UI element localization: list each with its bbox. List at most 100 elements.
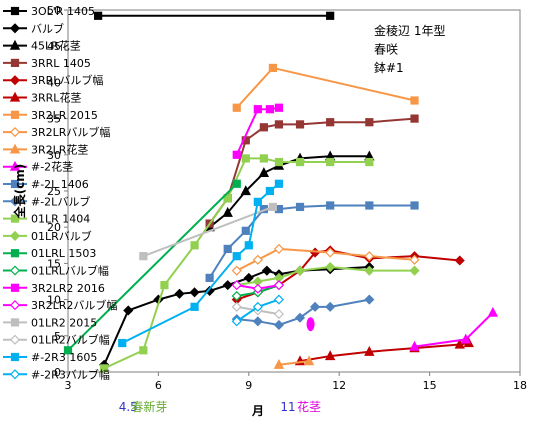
data-point bbox=[310, 301, 321, 312]
legend-entry: #-2Lバルブ bbox=[3, 194, 90, 208]
data-point bbox=[259, 154, 268, 163]
data-point bbox=[223, 244, 232, 254]
data-point bbox=[252, 301, 263, 312]
legend-entry: 3R2LR2 2016 bbox=[3, 282, 105, 295]
data-point bbox=[241, 154, 250, 163]
y-tick-label: 20 bbox=[47, 221, 61, 234]
series-line bbox=[278, 360, 310, 366]
data-point bbox=[454, 255, 465, 266]
data-point bbox=[274, 103, 284, 112]
series-group bbox=[139, 202, 278, 261]
data-point bbox=[139, 252, 148, 261]
legend-marker bbox=[9, 127, 21, 138]
data-point bbox=[409, 254, 420, 265]
data-point bbox=[258, 167, 270, 177]
legend-entry: 01LR2バルブ幅 bbox=[3, 333, 110, 347]
y-tick-label: 50 bbox=[47, 4, 61, 17]
legend-entry: 3RRL花茎 bbox=[3, 92, 81, 105]
data-point bbox=[232, 150, 241, 159]
legend-marker bbox=[9, 75, 21, 86]
series-group bbox=[273, 355, 315, 369]
data-point bbox=[174, 288, 185, 299]
data-point bbox=[63, 346, 73, 355]
data-point bbox=[252, 283, 263, 294]
data-point bbox=[364, 294, 375, 305]
plot-area bbox=[67, 9, 521, 373]
y-axis-label: 全長(cm) bbox=[12, 164, 27, 220]
data-point bbox=[232, 103, 241, 112]
data-point bbox=[410, 201, 419, 210]
data-point bbox=[261, 265, 272, 276]
series-group bbox=[409, 306, 499, 351]
data-point bbox=[160, 281, 169, 290]
data-point bbox=[231, 301, 242, 312]
legend-entry: #-2L 1406 bbox=[3, 178, 89, 191]
series-line bbox=[142, 205, 274, 258]
legend-entry: 01LRLバルブ幅 bbox=[3, 264, 109, 278]
data-point bbox=[273, 294, 284, 305]
legend-entry: #-2R3 1605 bbox=[3, 351, 97, 364]
data-point bbox=[365, 201, 374, 210]
data-point bbox=[231, 265, 242, 276]
data-point bbox=[409, 265, 420, 276]
legend-marker bbox=[10, 318, 20, 327]
data-point bbox=[295, 202, 305, 212]
data-point bbox=[118, 338, 127, 348]
x-tick-label: 15 bbox=[423, 379, 437, 392]
series-group bbox=[231, 243, 420, 276]
legend-marker bbox=[9, 369, 21, 380]
legend-entry: 3R2LR花茎 bbox=[3, 143, 88, 156]
legend-entry: #-2花茎 bbox=[3, 161, 73, 174]
data-point bbox=[410, 114, 419, 123]
data-point bbox=[190, 302, 199, 311]
legend-label: 01LR 1404 bbox=[31, 213, 90, 226]
legend-label: #-2R3 1605 bbox=[31, 351, 97, 364]
legend-label: 3R2LR 2015 bbox=[31, 109, 98, 122]
data-point bbox=[139, 346, 148, 355]
series-group bbox=[94, 11, 335, 20]
legend-marker bbox=[10, 6, 20, 16]
x-tick-label: 3 bbox=[65, 379, 72, 392]
data-point bbox=[252, 316, 263, 327]
data-point bbox=[123, 305, 134, 316]
data-point bbox=[244, 241, 253, 250]
chart-title-line: 金稜辺 1年型 bbox=[374, 23, 445, 38]
data-point bbox=[294, 265, 306, 276]
legend-label: 01LRL 1503 bbox=[31, 247, 96, 260]
legend-marker bbox=[9, 265, 21, 276]
data-point bbox=[204, 285, 215, 296]
data-point bbox=[265, 186, 274, 196]
data-point bbox=[295, 120, 305, 129]
data-point bbox=[94, 11, 103, 20]
data-point bbox=[241, 226, 250, 235]
legend-label: 01LRLバルブ幅 bbox=[31, 264, 109, 278]
series-line bbox=[209, 155, 370, 228]
series-line bbox=[67, 183, 238, 351]
series-group bbox=[231, 280, 284, 294]
data-point bbox=[265, 105, 274, 114]
data-point bbox=[325, 247, 336, 258]
data-point bbox=[364, 251, 375, 262]
legend-marker bbox=[10, 214, 20, 223]
data-point bbox=[274, 120, 284, 129]
legend-marker bbox=[9, 91, 21, 102]
data-point bbox=[460, 333, 471, 344]
legend-label: 3R2LR2 2016 bbox=[31, 282, 105, 295]
legend-entry: 45LR花茎 bbox=[3, 40, 81, 53]
legend-label: #-2L 1406 bbox=[31, 178, 89, 191]
legend-entry: 3RRL 1405 bbox=[3, 57, 91, 70]
legend: 3OL'R 1405 バルブ 45LR花茎 3RRL 1405 3RRLバルブ幅 3RRL… bbox=[3, 5, 117, 381]
data-point bbox=[231, 280, 242, 291]
legend-label: 3RRLバルブ幅 bbox=[31, 73, 103, 87]
legend-marker bbox=[9, 196, 21, 207]
data-point bbox=[252, 254, 263, 265]
flower-bud-mark bbox=[306, 317, 315, 332]
data-point bbox=[232, 252, 241, 261]
data-point bbox=[240, 185, 251, 196]
data-point bbox=[222, 280, 233, 291]
data-point bbox=[189, 287, 200, 298]
data-point bbox=[205, 273, 214, 282]
legend-label: 3RRL 1405 bbox=[31, 57, 91, 70]
legend-label: バルブ bbox=[31, 21, 64, 35]
